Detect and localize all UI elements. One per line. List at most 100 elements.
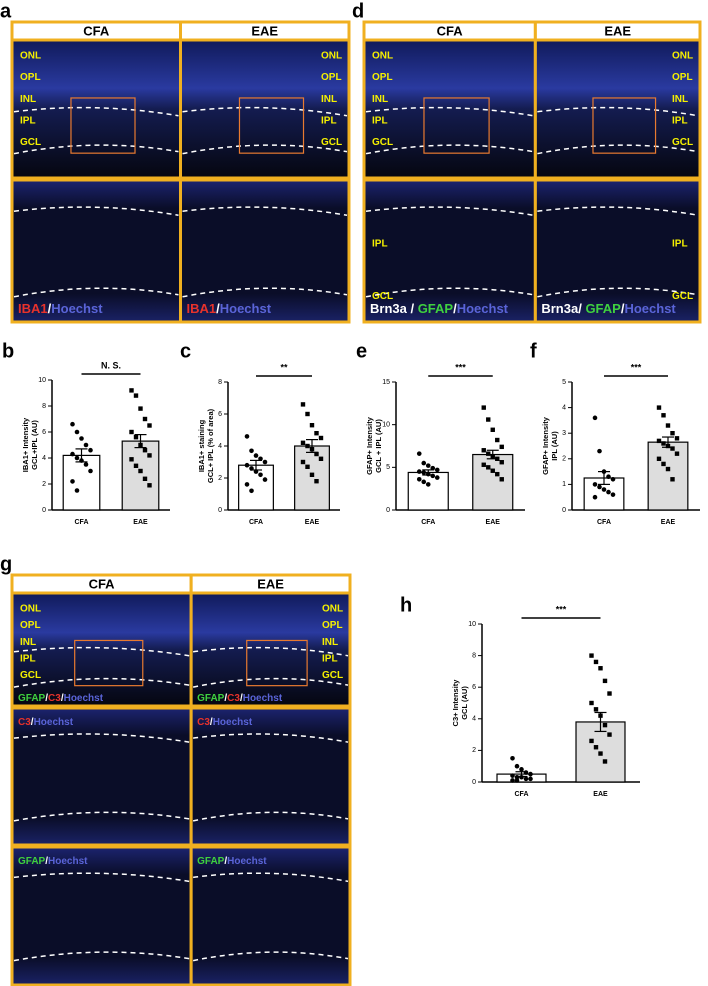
data-point xyxy=(138,406,143,411)
layer-label: OPL xyxy=(372,72,393,83)
data-point xyxy=(670,446,675,451)
stain-part: Hoechst xyxy=(243,693,283,704)
data-point xyxy=(499,460,504,465)
micrograph xyxy=(533,178,702,324)
stain-part: Hoechst xyxy=(34,717,74,728)
y-tick-label: 8 xyxy=(472,652,476,659)
data-point xyxy=(70,421,75,427)
layer-label: ONL xyxy=(321,51,342,62)
micrograph xyxy=(10,38,182,180)
data-point xyxy=(514,778,520,783)
stain-part: Hoechst xyxy=(48,856,88,867)
data-point xyxy=(606,474,611,480)
layer-boundary xyxy=(13,811,190,822)
column-label: CFA xyxy=(83,23,110,38)
zoom-box xyxy=(74,639,144,687)
layer-label: ONL xyxy=(372,51,393,62)
data-point xyxy=(258,472,263,478)
stain-part: / xyxy=(216,301,220,316)
micrograph xyxy=(10,845,193,986)
data-point xyxy=(300,402,306,407)
data-point xyxy=(249,466,254,471)
data-point xyxy=(495,437,500,443)
data-point xyxy=(305,411,310,417)
data-point xyxy=(598,666,603,671)
y-tick-label: 2 xyxy=(42,481,46,488)
micrograph xyxy=(189,591,352,708)
data-point xyxy=(74,429,80,435)
layer-boundary xyxy=(192,677,349,688)
data-point xyxy=(305,443,310,449)
layer-label: IPL xyxy=(322,653,338,664)
data-point xyxy=(670,477,675,482)
stain-part: IBA1 xyxy=(18,301,48,316)
layer-boundary xyxy=(537,287,699,298)
y-tick-label: 3 xyxy=(562,430,566,437)
data-point xyxy=(601,469,607,474)
data-point xyxy=(593,659,599,665)
bar xyxy=(472,453,514,511)
data-point xyxy=(253,469,259,474)
x-tick-label: CFA xyxy=(75,519,89,526)
stain-label: Brn3a/ GFAP/Hoechst xyxy=(541,301,676,316)
significance-label: *** xyxy=(556,604,567,614)
data-point xyxy=(74,455,80,461)
layer-label: ONL xyxy=(20,604,41,615)
data-point xyxy=(665,423,671,428)
data-point xyxy=(83,442,89,448)
y-tick-label: 4 xyxy=(218,443,222,450)
layer-boundary xyxy=(365,287,534,298)
bar xyxy=(407,471,449,511)
x-tick-label: EAE xyxy=(593,791,608,798)
layer-label: ONL xyxy=(672,51,693,62)
y-tick-label: 15 xyxy=(382,379,390,386)
data-point xyxy=(147,483,152,488)
y-tick-label: 10 xyxy=(382,422,390,429)
panel-letter: e xyxy=(356,340,367,362)
y-tick-label: 0 xyxy=(472,779,476,786)
data-point xyxy=(314,431,319,436)
stain-part: / xyxy=(61,693,64,704)
micrograph xyxy=(533,38,702,180)
layer-boundary xyxy=(13,206,179,216)
layer-label: INL xyxy=(672,94,688,105)
layer-label: INL xyxy=(20,637,36,648)
layer-label: OPL xyxy=(672,72,693,83)
stain-part: / xyxy=(45,693,48,704)
layer-label: GCL xyxy=(321,137,342,148)
bar xyxy=(62,454,101,511)
y-tick-label: 8 xyxy=(218,379,222,386)
stain-part: GFAP xyxy=(585,301,621,316)
data-point xyxy=(421,479,427,485)
data-point xyxy=(514,763,520,769)
data-point xyxy=(314,451,319,457)
y-tick-label: 10 xyxy=(38,377,46,384)
data-point xyxy=(309,423,315,428)
stain-label: GFAP/Hoechst xyxy=(197,856,267,867)
data-point xyxy=(421,470,427,475)
layer-boundary xyxy=(13,951,190,962)
data-point xyxy=(607,732,612,737)
data-point xyxy=(602,678,608,684)
stain-part: / xyxy=(224,856,227,867)
layer-label: GCL xyxy=(322,670,343,681)
stain-part: / xyxy=(31,717,34,728)
layer-label: GCL xyxy=(372,137,393,148)
layer-label: GCL xyxy=(672,291,693,302)
layer-label: INL xyxy=(20,94,36,105)
data-point xyxy=(244,482,250,487)
stain-label: GFAP/C3/Hoechst xyxy=(18,693,104,704)
stain-part: / xyxy=(224,693,227,704)
y-tick-label: 4 xyxy=(562,404,566,411)
data-point xyxy=(79,458,84,463)
panel-letter: a xyxy=(0,0,12,22)
data-point xyxy=(519,767,524,772)
layer-label: IPL xyxy=(372,239,388,250)
layer-boundary xyxy=(13,677,190,688)
y-tick-label: 6 xyxy=(218,411,222,418)
layer-label: GCL xyxy=(672,137,693,148)
data-point xyxy=(499,477,504,482)
data-point xyxy=(665,466,671,472)
micrograph xyxy=(189,706,352,847)
y-axis-label: GCL + IPL (AU) xyxy=(374,419,383,473)
